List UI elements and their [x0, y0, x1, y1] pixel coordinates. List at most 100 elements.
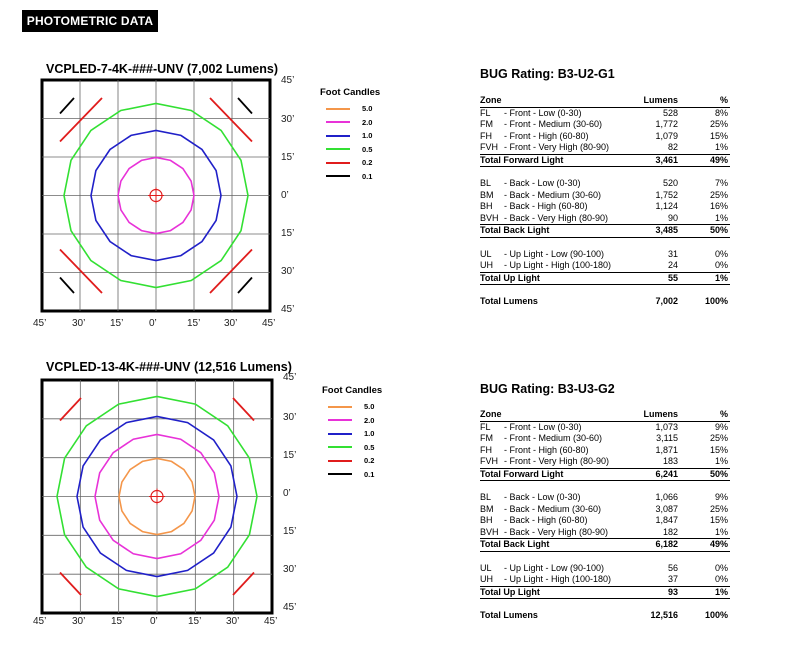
zone-percent: 9% — [714, 421, 728, 432]
spacer — [480, 238, 730, 249]
zone-code: FH — [480, 444, 492, 455]
isofootcandle-contour — [59, 397, 82, 422]
zone-description: - Back - Low (0-30) — [504, 492, 581, 502]
isofootcandle-contour — [56, 395, 258, 598]
isofootcandle-contour — [117, 156, 195, 235]
zone-row: BM - Back - Medium (30-60) 3,087 25% — [480, 504, 730, 516]
zone-code: UL — [480, 248, 492, 259]
isofootcandle-contour — [59, 97, 103, 143]
zone-code: FM — [480, 119, 493, 129]
zone-description: - Back - High (60-80) — [504, 201, 588, 211]
zone-description: - Front - High (60-80) — [504, 130, 589, 141]
legend-level: 1.0 — [362, 131, 373, 141]
isofootcandle-contour — [232, 397, 255, 422]
zone-lumens: 56 — [667, 562, 678, 573]
zone-percent: 16% — [709, 201, 728, 211]
legend-level: 0.5 — [362, 144, 373, 154]
isofootcandle-contour — [209, 97, 253, 143]
zone-row: FH - Front - High (60-80) 1,079 15% — [480, 131, 730, 143]
angle-label: 30’ — [281, 114, 295, 125]
angle-label: 45’ — [33, 616, 47, 627]
zone-row: BL - Back - Low (0-30) 1,066 9% — [480, 492, 730, 504]
legend-swatch — [326, 121, 350, 124]
zone-total-row: Total Forward Light 3,461 49% — [480, 154, 730, 167]
angle-label: 0’ — [281, 190, 289, 201]
percent-column-header: % — [719, 95, 728, 105]
angle-label: 15’ — [281, 228, 295, 239]
angle-label: 30’ — [226, 616, 240, 627]
legend-item: 0.1 — [322, 468, 412, 482]
spacer — [480, 167, 730, 178]
total-label: Total Back Light — [480, 539, 550, 549]
zone-percent: 0% — [714, 260, 728, 270]
zone-description: - Back - Very High (80-90) — [504, 526, 609, 537]
legend-level: 0.1 — [364, 469, 375, 479]
zone-description: - Back - Very High (80-90) — [504, 212, 609, 223]
zone-row: BL - Back - Low (0-30) 520 7% — [480, 178, 730, 190]
angle-label: 30’ — [72, 318, 86, 329]
total-label: Total Forward Light — [480, 468, 564, 479]
legend-level: 5.0 — [364, 402, 375, 412]
total-percent: 1% — [714, 586, 728, 597]
legend-swatch — [328, 432, 352, 435]
angle-label: 30’ — [72, 616, 86, 627]
angle-label: 15’ — [283, 450, 297, 461]
zone-row: UH - Up Light - High (100-180) 24 0% — [480, 260, 730, 273]
total-lumens: 3,461 — [655, 154, 678, 165]
zone-description: - Up Light - Low (90-100) — [504, 562, 605, 573]
total-label: Total Up Light — [480, 272, 540, 283]
spacer — [480, 552, 730, 563]
zone-lumens: 1,124 — [655, 201, 678, 211]
legend-item: 0.2 — [320, 156, 410, 170]
isofootcandle-contour — [59, 97, 75, 115]
zone-lumens: 90 — [667, 212, 678, 223]
legend-item: 0.5 — [320, 143, 410, 157]
angle-label: 15’ — [111, 616, 125, 627]
zone-row: FM - Front - Medium (30-60) 1,772 25% — [480, 119, 730, 131]
total-label: Total Back Light — [480, 225, 550, 235]
legend-title: Foot Candles — [322, 385, 383, 396]
angle-label: 45’ — [264, 616, 278, 627]
zone-lumens: 82 — [667, 142, 678, 152]
zone-column-header: Zone — [480, 95, 502, 105]
zone-percent: 1% — [714, 456, 728, 466]
bug-rating-title: BUG Rating: B3-U2-G1 — [480, 67, 615, 81]
lumens-column-header: Lumens — [643, 95, 678, 105]
zone-row: UL - Up Light - Low (90-100) 56 0% — [480, 563, 730, 575]
isofootcandle-contour — [76, 415, 238, 578]
zone-description: - Up Light - High (100-180) — [504, 260, 612, 270]
zone-percent: 1% — [714, 212, 728, 223]
zone-percent: 8% — [714, 107, 728, 118]
zone-description: - Front - Very High (80-90) — [504, 456, 610, 466]
angle-label: 30’ — [224, 318, 238, 329]
zone-row: FL - Front - Low (0-30) 1,073 9% — [480, 422, 730, 434]
zone-code: BM — [480, 189, 494, 200]
angle-label: 45’ — [281, 304, 295, 315]
zone-code: BH — [480, 201, 493, 211]
spacer — [480, 599, 730, 610]
legend-swatch — [326, 134, 350, 137]
angle-label: 30’ — [283, 564, 297, 575]
isofootcandle-contour — [59, 276, 75, 294]
legend-level: 5.0 — [362, 104, 373, 114]
grand-total-label: Total Lumens — [480, 296, 538, 306]
zone-percent: 1% — [714, 142, 728, 152]
zone-description: - Front - High (60-80) — [504, 444, 589, 455]
zone-total-row: Total Back Light 6,182 49% — [480, 539, 730, 552]
zone-lumens: 1,066 — [655, 492, 678, 502]
total-lumens: 93 — [667, 586, 678, 597]
zone-row: UL - Up Light - Low (90-100) 31 0% — [480, 249, 730, 261]
section-header: PHOTOMETRIC DATA — [22, 10, 158, 32]
angle-label: 15’ — [188, 616, 202, 627]
legend-item: 0.5 — [322, 441, 412, 455]
zone-row: BH - Back - High (60-80) 1,847 15% — [480, 515, 730, 527]
total-percent: 49% — [709, 154, 728, 165]
legend-swatch — [328, 459, 352, 462]
legend-item: 1.0 — [320, 129, 410, 143]
legend-swatch — [326, 148, 350, 151]
zone-percent: 0% — [714, 248, 728, 259]
zone-row: BVH - Back - Very High (80-90) 182 1% — [480, 526, 730, 539]
legend-level: 0.2 — [362, 158, 373, 168]
zone-code: FVH — [480, 456, 498, 466]
zone-description: - Front - Very High (80-90) — [504, 142, 610, 152]
